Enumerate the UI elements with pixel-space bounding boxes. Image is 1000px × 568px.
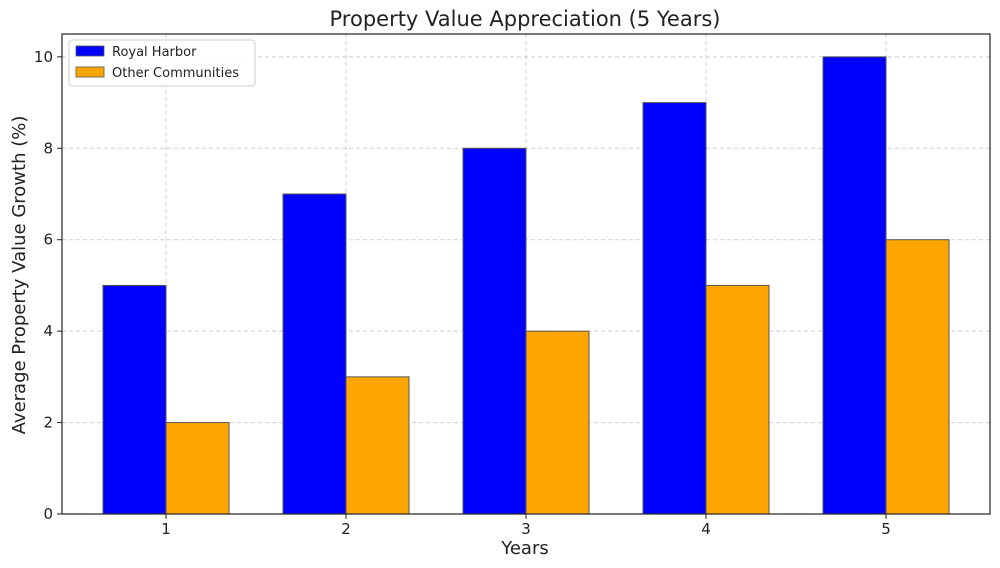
axes [57, 33, 991, 519]
legend-box [68, 39, 256, 87]
chart-title: Property Value Appreciation (5 Years) [330, 7, 721, 31]
legend: Royal Harbor Other Communities [68, 39, 256, 87]
bars [102, 56, 950, 515]
y-tick-label: 2 [43, 414, 53, 432]
legend-swatch [75, 66, 105, 78]
bar-royal-harbor [282, 193, 347, 515]
y-tick-label: 6 [43, 231, 53, 249]
plot-frame [61, 33, 991, 515]
x-axis-label: Years [500, 538, 549, 559]
bar-other-communities [165, 422, 230, 515]
bar-other-communities [525, 330, 590, 515]
bar-royal-harbor [822, 56, 887, 515]
legend-label: Other Communities [112, 66, 239, 81]
x-tick-label: 2 [341, 520, 351, 538]
x-tick-label: 5 [881, 520, 891, 538]
bar-royal-harbor [642, 102, 707, 515]
legend-swatch [75, 45, 105, 57]
y-tick-label: 8 [43, 139, 53, 157]
bar-other-communities [705, 284, 770, 515]
y-tick-label: 10 [34, 48, 53, 66]
bar-other-communities [345, 376, 410, 515]
x-tick-label: 3 [521, 520, 531, 538]
y-tick-label: 0 [43, 505, 53, 523]
legend-label: Royal Harbor [112, 45, 197, 60]
x-tick-label: 4 [701, 520, 711, 538]
y-axis-label: Average Property Value Growth (%) [9, 116, 30, 435]
x-tick-label: 1 [161, 520, 171, 538]
y-tick-label: 4 [43, 322, 53, 340]
bar-royal-harbor [462, 147, 527, 515]
bar-other-communities [885, 239, 950, 515]
bar-royal-harbor [102, 284, 167, 515]
